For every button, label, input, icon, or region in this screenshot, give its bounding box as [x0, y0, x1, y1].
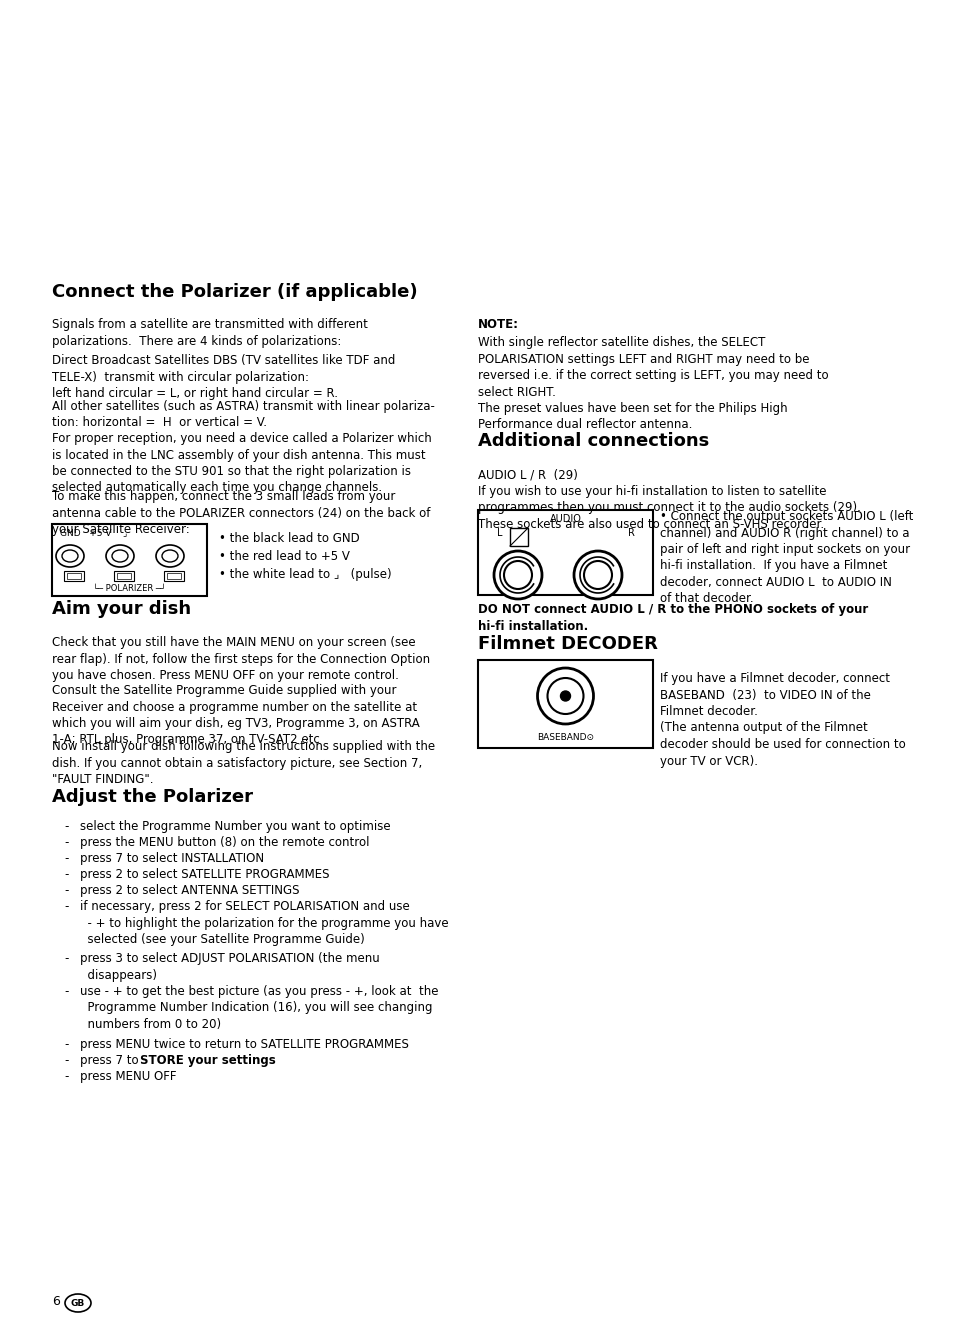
Text: -: - — [64, 820, 69, 833]
Text: Signals from a satellite are transmitted with different
polarizations.  There ar: Signals from a satellite are transmitted… — [52, 318, 368, 347]
Text: -: - — [64, 836, 69, 849]
Bar — [164, 571, 184, 581]
Text: R: R — [627, 529, 634, 538]
Text: └─ POLARIZER ─┘: └─ POLARIZER ─┘ — [93, 583, 166, 593]
Text: -: - — [64, 1069, 69, 1083]
Text: Direct Broadcast Satellites DBS (TV satellites like TDF and
TELE-X)  transmit wi: Direct Broadcast Satellites DBS (TV sate… — [52, 354, 395, 400]
Text: press 7 to: press 7 to — [80, 1055, 142, 1067]
Text: Adjust the Polarizer: Adjust the Polarizer — [52, 788, 253, 806]
Text: Consult the Satellite Programme Guide supplied with your
Receiver and choose a p: Consult the Satellite Programme Guide su… — [52, 684, 419, 746]
Text: Check that you still have the MAIN MENU on your screen (see
rear flap). If not, : Check that you still have the MAIN MENU … — [52, 635, 430, 682]
Ellipse shape — [106, 545, 133, 567]
Text: -: - — [64, 852, 69, 865]
Text: -: - — [64, 884, 69, 897]
Text: -: - — [64, 868, 69, 881]
Ellipse shape — [547, 678, 583, 714]
Text: Additional connections: Additional connections — [477, 433, 708, 450]
Bar — [510, 529, 527, 546]
Text: AUDIO L / R  (29)
If you wish to use your hi-fi installation to listen to satell: AUDIO L / R (29) If you wish to use your… — [477, 469, 860, 530]
Text: -: - — [64, 985, 69, 999]
Text: For proper reception, you need a device called a Polarizer which
is located in t: For proper reception, you need a device … — [52, 433, 432, 494]
Ellipse shape — [162, 550, 178, 562]
Text: if necessary, press 2 for SELECT POLARISATION and use
  - + to highlight the pol: if necessary, press 2 for SELECT POLARIS… — [80, 900, 448, 947]
Ellipse shape — [537, 668, 593, 724]
Ellipse shape — [583, 561, 612, 589]
Text: press MENU OFF: press MENU OFF — [80, 1069, 176, 1083]
Text: With single reflector satellite dishes, the SELECT
POLARISATION settings LEFT an: With single reflector satellite dishes, … — [477, 336, 828, 431]
Bar — [117, 573, 131, 579]
Ellipse shape — [62, 550, 78, 562]
Bar — [67, 573, 81, 579]
Text: NOTE:: NOTE: — [477, 318, 518, 331]
Ellipse shape — [494, 551, 541, 599]
Ellipse shape — [56, 545, 84, 567]
Bar — [167, 573, 181, 579]
Text: To make this happen, connect the 3 small leads from your
antenna cable to the PO: To make this happen, connect the 3 small… — [52, 490, 430, 535]
Bar — [477, 659, 652, 748]
Text: • the black lead to GND
• the red lead to +5 V
• the white lead to ⌟   (pulse): • the black lead to GND • the red lead t… — [219, 533, 392, 581]
Text: -: - — [64, 1039, 69, 1051]
Ellipse shape — [156, 545, 184, 567]
Text: press 3 to select ADJUST POLARISATION (the menu
  disappears): press 3 to select ADJUST POLARISATION (t… — [80, 952, 379, 981]
Ellipse shape — [560, 692, 570, 701]
Text: Aim your dish: Aim your dish — [52, 599, 191, 618]
Text: • Connect the output sockets AUDIO L (left
channel) and AUDIO R (right channel) : • Connect the output sockets AUDIO L (le… — [659, 510, 912, 606]
Text: press 7 to select INSTALLATION: press 7 to select INSTALLATION — [80, 852, 264, 865]
Text: GND   +5 V    ⌟: GND +5 V ⌟ — [60, 529, 127, 537]
Text: Filmnet DECODER: Filmnet DECODER — [477, 635, 658, 653]
Text: -: - — [64, 900, 69, 913]
Text: Now install your dish following the instructions supplied with the
dish. If you : Now install your dish following the inst… — [52, 740, 435, 786]
Text: -: - — [64, 1055, 69, 1067]
Ellipse shape — [503, 561, 532, 589]
Text: press 2 to select ANTENNA SETTINGS: press 2 to select ANTENNA SETTINGS — [80, 884, 299, 897]
Text: Connect the Polarizer (if applicable): Connect the Polarizer (if applicable) — [52, 283, 417, 300]
Text: press MENU twice to return to SATELLITE PROGRAMMES: press MENU twice to return to SATELLITE … — [80, 1039, 409, 1051]
Text: press the MENU button (8) on the remote control: press the MENU button (8) on the remote … — [80, 836, 369, 849]
Text: -: - — [64, 952, 69, 965]
Text: STORE your settings: STORE your settings — [140, 1055, 275, 1067]
Text: If you have a Filmnet decoder, connect
BASEBAND  (23)  to VIDEO IN of the
Filmne: If you have a Filmnet decoder, connect B… — [659, 672, 904, 768]
Text: All other satellites (such as ASTRA) transmit with linear polariza-
tion: horizo: All other satellites (such as ASTRA) tra… — [52, 400, 435, 430]
Text: 6: 6 — [52, 1295, 60, 1308]
Ellipse shape — [112, 550, 128, 562]
Text: L: L — [497, 529, 502, 538]
Bar — [113, 571, 133, 581]
Text: DO NOT connect AUDIO L / R to the PHONO sockets of your
hi-fi installation.: DO NOT connect AUDIO L / R to the PHONO … — [477, 603, 867, 633]
Bar — [52, 525, 207, 595]
Bar — [477, 510, 652, 595]
Text: BASEBAND⊙: BASEBAND⊙ — [537, 733, 594, 742]
Ellipse shape — [65, 1294, 91, 1312]
Text: use - + to get the best picture (as you press - +, look at  the
  Programme Numb: use - + to get the best picture (as you … — [80, 985, 438, 1031]
Text: AUDIO: AUDIO — [549, 514, 580, 525]
Text: select the Programme Number you want to optimise: select the Programme Number you want to … — [80, 820, 390, 833]
Text: press 2 to select SATELLITE PROGRAMMES: press 2 to select SATELLITE PROGRAMMES — [80, 868, 329, 881]
Ellipse shape — [574, 551, 621, 599]
Bar — [64, 571, 84, 581]
Text: GB: GB — [71, 1299, 85, 1307]
